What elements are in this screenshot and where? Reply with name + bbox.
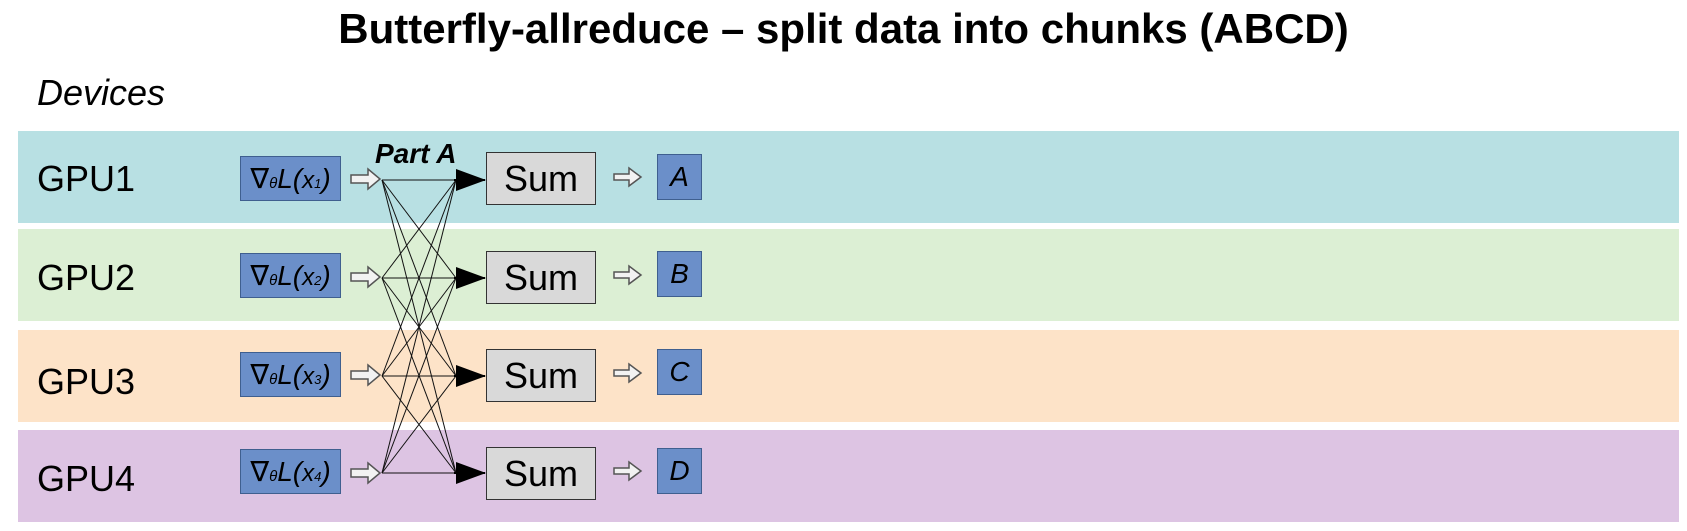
theta-subscript: θ (269, 468, 278, 485)
gradient-box-2: ∇θL(x2) (240, 253, 341, 298)
nabla-symbol: ∇ (250, 359, 270, 390)
hollow-right-arrow-icon (613, 460, 643, 482)
gpu-label-3: GPU3 (37, 361, 136, 402)
closing-paren: ) (321, 260, 331, 291)
loss-function: L( (277, 359, 303, 390)
diagram-title: Butterfly-allreduce – split data into ch… (338, 5, 1349, 52)
theta-subscript: θ (269, 272, 278, 289)
input-index: 4 (314, 469, 322, 484)
chunk-box-d: D (657, 448, 702, 494)
sum-box-4: Sum (486, 447, 596, 500)
gpu-label-2: GPU2 (37, 257, 136, 298)
hollow-right-arrow-icon (350, 363, 382, 387)
hollow-right-arrow-icon (350, 265, 382, 289)
loss-function: L( (277, 456, 303, 487)
sum-box-3: Sum (486, 349, 596, 402)
chunk-box-c: C (657, 349, 702, 395)
nabla-symbol: ∇ (250, 260, 270, 291)
input-index: 3 (314, 372, 322, 387)
chunk-box-a: A (657, 154, 702, 200)
devices-label: Devices (37, 72, 166, 113)
sum-box-2: Sum (486, 251, 596, 304)
input-index: 1 (314, 176, 322, 191)
nabla-symbol: ∇ (250, 456, 270, 487)
cross-connection-lines (381, 179, 457, 474)
hollow-right-arrow-icon (613, 264, 643, 286)
closing-paren: ) (321, 456, 331, 487)
gpu-label-4: GPU4 (37, 458, 136, 499)
chunk-box-b: B (657, 251, 702, 297)
closing-paren: ) (321, 163, 331, 194)
input-variable: x (302, 363, 315, 390)
loss-function: L( (277, 260, 303, 291)
input-index: 2 (314, 273, 322, 288)
gradient-box-1: ∇θL(x1) (240, 156, 341, 201)
hollow-right-arrow-icon (613, 362, 643, 384)
nabla-symbol: ∇ (250, 163, 270, 194)
closing-paren: ) (321, 359, 331, 390)
input-variable: x (302, 167, 315, 194)
gradient-box-3: ∇θL(x3) (240, 352, 341, 397)
gradient-box-4: ∇θL(x4) (240, 449, 341, 494)
hollow-right-arrow-icon (350, 461, 382, 485)
sum-box-1: Sum (486, 152, 596, 205)
theta-subscript: θ (269, 175, 278, 192)
theta-subscript: θ (269, 371, 278, 388)
hollow-right-arrow-icon (613, 166, 643, 188)
gpu-label-1: GPU1 (37, 158, 136, 199)
input-variable: x (302, 264, 315, 291)
loss-function: L( (277, 163, 303, 194)
hollow-right-arrow-icon (350, 167, 382, 191)
input-variable: x (302, 460, 315, 487)
part-a-label: Part A (375, 138, 457, 169)
